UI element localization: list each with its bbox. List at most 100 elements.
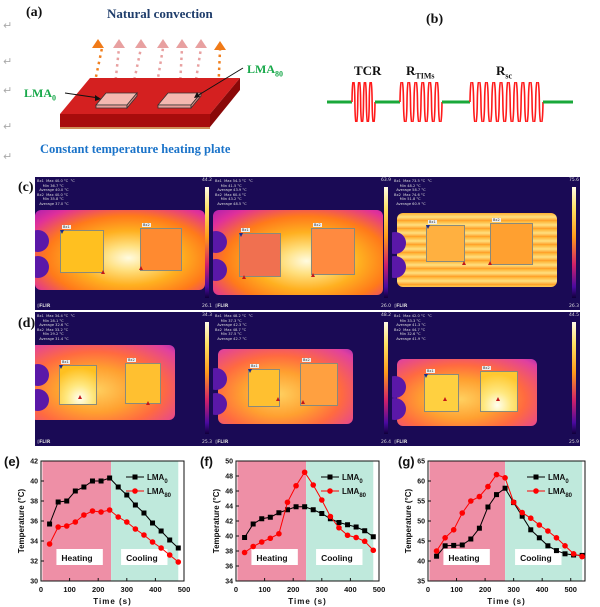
data-point-lma0 (276, 510, 282, 516)
legend-entry-lma80: LMA80 (342, 487, 367, 499)
scale-min-value: 26.0 (380, 304, 391, 309)
data-point-lma0 (362, 528, 368, 534)
data-point-lma0 (150, 520, 156, 526)
legend-marker (132, 488, 138, 494)
roi-label-2: Bx2 (142, 223, 151, 227)
x-axis-label: Time (s) (93, 597, 132, 606)
y-axis-label: Temperature (°C) (404, 488, 413, 553)
flir-logo: ◊FLIR (37, 304, 51, 309)
max-marker (101, 270, 105, 274)
scale-max-value: 34.3 (201, 313, 212, 318)
series-line-lma80 (49, 509, 179, 563)
legend-entry-lma0: LMA0 (147, 473, 168, 485)
data-point-lma80 (106, 507, 113, 513)
max-marker (301, 400, 305, 404)
paragraph-mark: ↵ (3, 150, 13, 163)
thermal-image: Bx1 Bx2 Bx1 Max 73.5 °C °C Min 48.2 °C A… (392, 177, 580, 310)
roi-label-2: Bx2 (313, 223, 322, 227)
data-point-lma80 (545, 528, 551, 534)
x-tick-label: 300 (316, 585, 329, 594)
region-label-box (251, 549, 298, 565)
data-point-lma80 (459, 510, 466, 516)
x-axis-label: Time (s) (288, 597, 327, 606)
thermal-image: Bx1 Bx2 Bx1 Max 42.0 °C °C Min 33.3 °C A… (392, 312, 580, 446)
roi-box-2 (125, 363, 161, 404)
x-tick-label: 500 (373, 585, 386, 594)
r-tims-label: RTIMs (406, 63, 435, 81)
y-tick-label: 50 (225, 459, 233, 466)
data-point-lma80 (536, 522, 543, 528)
data-point-lma80 (433, 548, 440, 554)
region-label-box (56, 549, 103, 565)
x-tick-label: 400 (344, 585, 357, 594)
data-point-lma0 (336, 520, 342, 525)
data-point-lma0 (553, 548, 559, 554)
data-point-lma0 (115, 484, 121, 490)
x-tick-label: 0 (426, 585, 430, 594)
data-point-lma80 (476, 493, 483, 500)
legend-marker (327, 474, 333, 480)
data-point-lma0 (468, 536, 474, 542)
data-point-lma0 (528, 527, 534, 533)
color-scale-bar (205, 187, 209, 298)
temperature-readout: Bx1 Max 34.4 °C °C Min 28.1 °C Average 3… (37, 314, 75, 341)
legend-entry-lma80: LMA80 (147, 487, 172, 499)
data-point-lma0 (353, 524, 359, 530)
x-tick-label: 500 (564, 585, 577, 594)
roi-label-1: Bx1 (426, 369, 435, 373)
temperature-readout: Bx1 Max 54.3 °C °C Min 41.5 °C Average 4… (215, 179, 253, 206)
data-point-lma80 (370, 547, 377, 554)
data-point-lma80 (98, 509, 104, 515)
scale-max-value: 63.9 (380, 178, 391, 183)
data-point-lma0 (293, 504, 299, 510)
data-point-lma80 (502, 475, 508, 481)
temperature-readout: Bx1 Max 48.2 °C °C Min 37.3 °C Average 4… (215, 314, 253, 341)
max-marker (462, 261, 466, 265)
region-label-cooling: Cooling (126, 553, 158, 563)
data-point-lma80 (175, 559, 182, 565)
y-axis-label: Temperature (°C) (17, 488, 26, 553)
scale-min-value: 26.4 (380, 440, 391, 445)
max-marker (139, 266, 143, 270)
roi-label-1: Bx1 (61, 360, 70, 364)
data-point-lma0 (459, 542, 465, 548)
region-label-heating: Heating (448, 553, 479, 563)
data-point-lma80 (319, 497, 325, 503)
data-point-lma0 (141, 510, 147, 516)
data-point-lma80 (284, 499, 291, 506)
data-point-lma0 (259, 516, 265, 522)
data-point-lma0 (370, 534, 376, 540)
panel-a-label: (a) (26, 5, 43, 20)
data-point-lma0 (345, 522, 351, 528)
color-scale-bar (572, 322, 576, 434)
max-marker (78, 395, 82, 399)
data-point-lma80 (149, 539, 156, 545)
data-point-lma80 (468, 498, 474, 504)
data-point-lma0 (310, 507, 316, 513)
data-point-lma0 (89, 478, 95, 484)
color-scale-bar (572, 187, 576, 298)
data-point-lma0 (434, 553, 440, 559)
roi-box-1 (60, 230, 104, 273)
plate-tab (35, 230, 49, 252)
region-label-cooling: Cooling (520, 553, 552, 563)
scale-max-value: 75.6 (568, 178, 579, 183)
data-point-lma0 (502, 485, 508, 491)
data-point-lma80 (89, 508, 96, 514)
y-tick-label: 44 (225, 504, 233, 511)
data-point-lma80 (55, 524, 61, 530)
data-point-lma80 (570, 551, 577, 557)
legend-marker (132, 474, 138, 480)
data-point-lma80 (293, 482, 299, 489)
flir-logo: ◊FLIR (37, 440, 51, 445)
min-marker (59, 365, 63, 369)
data-point-lma0 (158, 528, 164, 534)
max-marker (276, 397, 280, 401)
thermal-image: Bx1 Bx2 Bx1 Max 48.2 °C °C Min 37.3 °C A… (213, 312, 392, 446)
roi-box-2 (300, 363, 338, 406)
resistor-coil-2 (469, 82, 544, 122)
data-point-lma80 (553, 535, 560, 541)
roi-label-1: Bx1 (241, 228, 250, 232)
natural-convection-title: Natural convection (107, 6, 213, 21)
x-tick-label: 0 (39, 585, 43, 594)
